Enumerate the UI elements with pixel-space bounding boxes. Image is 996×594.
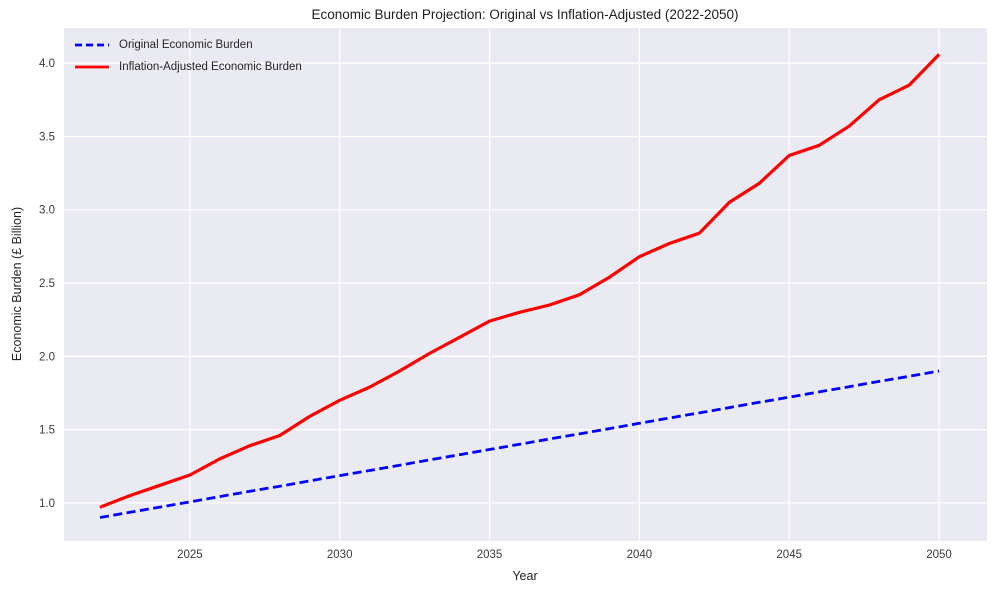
y-axis-label: Economic Burden (£ Billion)	[10, 206, 24, 362]
series-line-original	[99, 369, 940, 519]
y-tick-4: 4.0	[39, 58, 55, 70]
legend-dashed-line-swatch	[75, 43, 109, 46]
x-axis-label: Year	[512, 569, 538, 583]
plot-area	[64, 28, 987, 541]
legend-item-inflation-adjusted: Inflation-Adjusted Economic Burden	[74, 58, 302, 75]
chart-title: Economic Burden Projection: Original vs …	[311, 7, 739, 22]
legend-item-original: Original Economic Burden	[74, 36, 302, 53]
y-tick-3.5: 3.5	[39, 131, 55, 143]
y-tick-1: 1.0	[39, 498, 55, 510]
x-tick-2030: 2030	[327, 549, 353, 561]
x-tick-2025: 2025	[177, 549, 203, 561]
x-tick-2045: 2045	[776, 549, 802, 561]
y-tick-2: 2.0	[39, 351, 55, 363]
y-tick-3: 3.0	[39, 205, 55, 217]
y-tick-2.5: 2.5	[39, 278, 55, 290]
series-line-inflation-adjusted	[99, 53, 941, 509]
y-tick-1.5: 1.5	[39, 425, 55, 437]
legend: Original Economic Burden Inflation-Adjus…	[74, 36, 302, 75]
legend-label-inflation-adjusted: Inflation-Adjusted Economic Burden	[119, 60, 302, 73]
x-tick-2035: 2035	[477, 549, 503, 561]
legend-label-original: Original Economic Burden	[119, 38, 253, 51]
x-tick-2040: 2040	[627, 549, 653, 561]
x-tick-2050: 2050	[926, 549, 952, 561]
legend-solid-line-swatch	[75, 65, 109, 68]
